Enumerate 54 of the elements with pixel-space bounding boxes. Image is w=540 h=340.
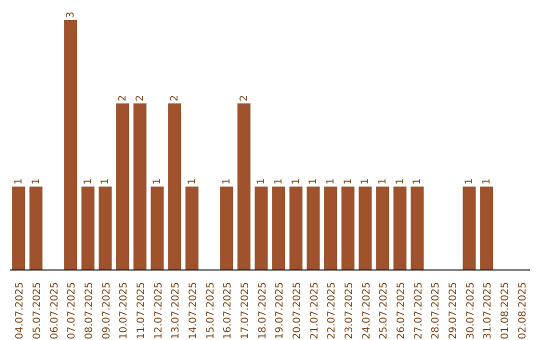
x-tick-label: 12.07.2025 <box>153 282 164 340</box>
data-label: 1 <box>482 178 493 185</box>
data-label: 1 <box>378 178 389 185</box>
data-label: 1 <box>186 178 198 185</box>
x-tick-label: 02.08.2025 <box>517 282 528 340</box>
x-tick-label: 08.07.2025 <box>84 282 95 340</box>
x-tick-label: 30.07.2025 <box>465 282 476 340</box>
data-label: 2 <box>118 94 129 102</box>
data-label: 1 <box>82 178 94 185</box>
data-label: 1 <box>394 178 406 185</box>
data-label: 1 <box>342 178 354 185</box>
data-label: 1 <box>14 178 25 185</box>
x-tick-label: 06.07.2025 <box>49 282 60 340</box>
x-tick-label: 21.07.2025 <box>309 282 320 340</box>
data-label: 2 <box>238 94 250 102</box>
x-tick-label: 10.07.2025 <box>118 282 130 340</box>
x-tick-label: 31.07.2025 <box>482 282 494 340</box>
data-label: 1 <box>256 178 268 185</box>
data-label: 1 <box>222 178 233 185</box>
x-tick-label: 16.07.2025 <box>222 282 234 340</box>
x-tick-label: 15.07.2025 <box>205 282 216 340</box>
data-label: 1 <box>308 178 320 185</box>
x-tick-label: 17.07.2025 <box>240 282 251 340</box>
x-tick-label: 28.07.2025 <box>430 282 442 340</box>
x-tick-label: 19.07.2025 <box>274 282 286 340</box>
data-label: 1 <box>152 178 164 185</box>
x-tick-label: 05.07.2025 <box>32 282 43 340</box>
x-tick-label: 14.07.2025 <box>188 282 199 340</box>
data-label: 1 <box>290 178 302 185</box>
x-tick-label: 04.07.2025 <box>14 282 26 340</box>
data-label: 1 <box>100 178 112 185</box>
x-tick-label: 22.07.2025 <box>326 282 338 340</box>
x-tick-label: 25.07.2025 <box>378 282 390 340</box>
x-tick-label: 23.07.2025 <box>344 282 355 340</box>
data-label: 2 <box>170 94 181 102</box>
x-tick-label: 24.07.2025 <box>361 282 372 340</box>
data-label: 1 <box>412 178 424 185</box>
data-label: 1 <box>274 178 285 185</box>
x-tick-label: 11.07.2025 <box>136 282 147 340</box>
data-label: 1 <box>464 178 476 185</box>
x-tick-label: 29.07.2025 <box>448 282 459 340</box>
data-label: 3 <box>66 12 77 18</box>
data-label: 1 <box>326 178 337 185</box>
x-tick-label: 26.07.2025 <box>396 282 407 340</box>
data-label: 1 <box>360 178 372 185</box>
x-tick-label: 01.08.2025 <box>500 282 511 340</box>
x-tick-label: 13.07.2025 <box>170 282 182 340</box>
x-tick-label: 18.07.2025 <box>257 282 268 340</box>
x-tick-label: 07.07.2025 <box>66 282 78 340</box>
x-tick-label: 09.07.2025 <box>101 282 112 340</box>
data-label: 2 <box>134 94 146 102</box>
x-tick-label: 27.07.2025 <box>413 282 424 340</box>
x-tick-label: 20.07.2025 <box>292 282 303 340</box>
data-label: 1 <box>30 178 42 185</box>
